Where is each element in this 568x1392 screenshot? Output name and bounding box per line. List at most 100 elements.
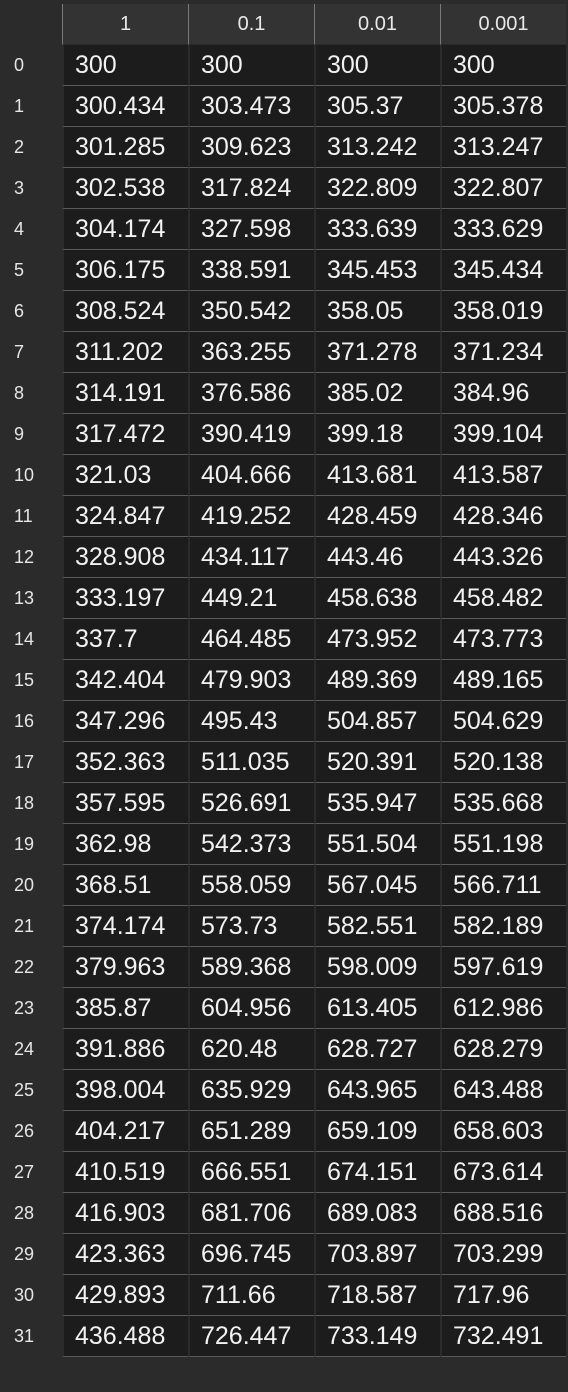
table-cell[interactable]: 399.18: [314, 414, 440, 455]
table-cell[interactable]: 434.117: [188, 537, 314, 578]
table-cell[interactable]: 314.191: [62, 373, 188, 414]
table-cell[interactable]: 628.279: [440, 1029, 566, 1070]
table-cell[interactable]: 302.538: [62, 168, 188, 209]
table-cell[interactable]: 464.485: [188, 619, 314, 660]
table-cell[interactable]: 345.453: [314, 250, 440, 291]
table-cell[interactable]: 526.691: [188, 783, 314, 824]
table-cell[interactable]: 357.595: [62, 783, 188, 824]
table-cell[interactable]: 305.378: [440, 86, 566, 127]
table-cell[interactable]: 416.903: [62, 1193, 188, 1234]
table-cell[interactable]: 567.045: [314, 865, 440, 906]
table-cell[interactable]: 327.598: [188, 209, 314, 250]
table-cell[interactable]: 300: [314, 45, 440, 86]
table-cell[interactable]: 362.98: [62, 824, 188, 865]
table-cell[interactable]: 473.952: [314, 619, 440, 660]
table-cell[interactable]: 324.847: [62, 496, 188, 537]
table-cell[interactable]: 673.614: [440, 1152, 566, 1193]
table-cell[interactable]: 301.285: [62, 127, 188, 168]
table-cell[interactable]: 300.434: [62, 86, 188, 127]
table-cell[interactable]: 666.551: [188, 1152, 314, 1193]
table-cell[interactable]: 317.472: [62, 414, 188, 455]
table-cell[interactable]: 374.174: [62, 906, 188, 947]
table-cell[interactable]: 582.189: [440, 906, 566, 947]
table-cell[interactable]: 313.242: [314, 127, 440, 168]
table-cell[interactable]: 689.083: [314, 1193, 440, 1234]
table-cell[interactable]: 717.96: [440, 1275, 566, 1316]
table-cell[interactable]: 321.03: [62, 455, 188, 496]
table-cell[interactable]: 428.459: [314, 496, 440, 537]
table-cell[interactable]: 612.986: [440, 988, 566, 1029]
table-cell[interactable]: 473.773: [440, 619, 566, 660]
table-cell[interactable]: 311.202: [62, 332, 188, 373]
table-cell[interactable]: 582.551: [314, 906, 440, 947]
table-cell[interactable]: 651.289: [188, 1111, 314, 1152]
table-cell[interactable]: 352.363: [62, 742, 188, 783]
table-cell[interactable]: 733.149: [314, 1316, 440, 1357]
table-cell[interactable]: 643.488: [440, 1070, 566, 1111]
table-cell[interactable]: 423.363: [62, 1234, 188, 1275]
table-cell[interactable]: 385.87: [62, 988, 188, 1029]
table-cell[interactable]: 520.138: [440, 742, 566, 783]
table-cell[interactable]: 300: [62, 45, 188, 86]
table-cell[interactable]: 732.491: [440, 1316, 566, 1357]
table-cell[interactable]: 598.009: [314, 947, 440, 988]
table-cell[interactable]: 371.234: [440, 332, 566, 373]
table-cell[interactable]: 489.369: [314, 660, 440, 701]
table-cell[interactable]: 659.109: [314, 1111, 440, 1152]
table-cell[interactable]: 443.326: [440, 537, 566, 578]
table-cell[interactable]: 674.151: [314, 1152, 440, 1193]
table-cell[interactable]: 322.807: [440, 168, 566, 209]
table-cell[interactable]: 542.373: [188, 824, 314, 865]
table-cell[interactable]: 384.96: [440, 373, 566, 414]
table-cell[interactable]: 300: [188, 45, 314, 86]
table-cell[interactable]: 363.255: [188, 332, 314, 373]
table-cell[interactable]: 358.05: [314, 291, 440, 332]
table-cell[interactable]: 566.711: [440, 865, 566, 906]
table-cell[interactable]: 635.929: [188, 1070, 314, 1111]
table-cell[interactable]: 419.252: [188, 496, 314, 537]
table-cell[interactable]: 589.368: [188, 947, 314, 988]
table-cell[interactable]: 604.956: [188, 988, 314, 1029]
table-cell[interactable]: 404.217: [62, 1111, 188, 1152]
table-cell[interactable]: 391.886: [62, 1029, 188, 1070]
column-header[interactable]: 0.1: [188, 4, 314, 45]
table-cell[interactable]: 413.587: [440, 455, 566, 496]
table-cell[interactable]: 350.542: [188, 291, 314, 332]
table-cell[interactable]: 535.668: [440, 783, 566, 824]
table-cell[interactable]: 304.174: [62, 209, 188, 250]
table-cell[interactable]: 711.66: [188, 1275, 314, 1316]
table-cell[interactable]: 410.519: [62, 1152, 188, 1193]
table-cell[interactable]: 504.857: [314, 701, 440, 742]
table-cell[interactable]: 726.447: [188, 1316, 314, 1357]
table-cell[interactable]: 371.278: [314, 332, 440, 373]
table-cell[interactable]: 558.059: [188, 865, 314, 906]
table-cell[interactable]: 504.629: [440, 701, 566, 742]
table-cell[interactable]: 428.346: [440, 496, 566, 537]
table-cell[interactable]: 535.947: [314, 783, 440, 824]
table-cell[interactable]: 300: [440, 45, 566, 86]
table-cell[interactable]: 520.391: [314, 742, 440, 783]
table-cell[interactable]: 613.405: [314, 988, 440, 1029]
table-cell[interactable]: 358.019: [440, 291, 566, 332]
table-cell[interactable]: 390.419: [188, 414, 314, 455]
table-cell[interactable]: 303.473: [188, 86, 314, 127]
table-cell[interactable]: 385.02: [314, 373, 440, 414]
table-cell[interactable]: 345.434: [440, 250, 566, 291]
table-cell[interactable]: 703.299: [440, 1234, 566, 1275]
table-cell[interactable]: 333.197: [62, 578, 188, 619]
table-cell[interactable]: 551.198: [440, 824, 566, 865]
table-cell[interactable]: 328.908: [62, 537, 188, 578]
table-cell[interactable]: 317.824: [188, 168, 314, 209]
table-cell[interactable]: 368.51: [62, 865, 188, 906]
table-cell[interactable]: 337.7: [62, 619, 188, 660]
table-cell[interactable]: 551.504: [314, 824, 440, 865]
column-header[interactable]: 0.01: [314, 4, 440, 45]
table-cell[interactable]: 479.903: [188, 660, 314, 701]
table-cell[interactable]: 347.296: [62, 701, 188, 742]
table-cell[interactable]: 333.629: [440, 209, 566, 250]
table-cell[interactable]: 413.681: [314, 455, 440, 496]
table-cell[interactable]: 495.43: [188, 701, 314, 742]
table-cell[interactable]: 703.897: [314, 1234, 440, 1275]
table-cell[interactable]: 628.727: [314, 1029, 440, 1070]
table-cell[interactable]: 688.516: [440, 1193, 566, 1234]
